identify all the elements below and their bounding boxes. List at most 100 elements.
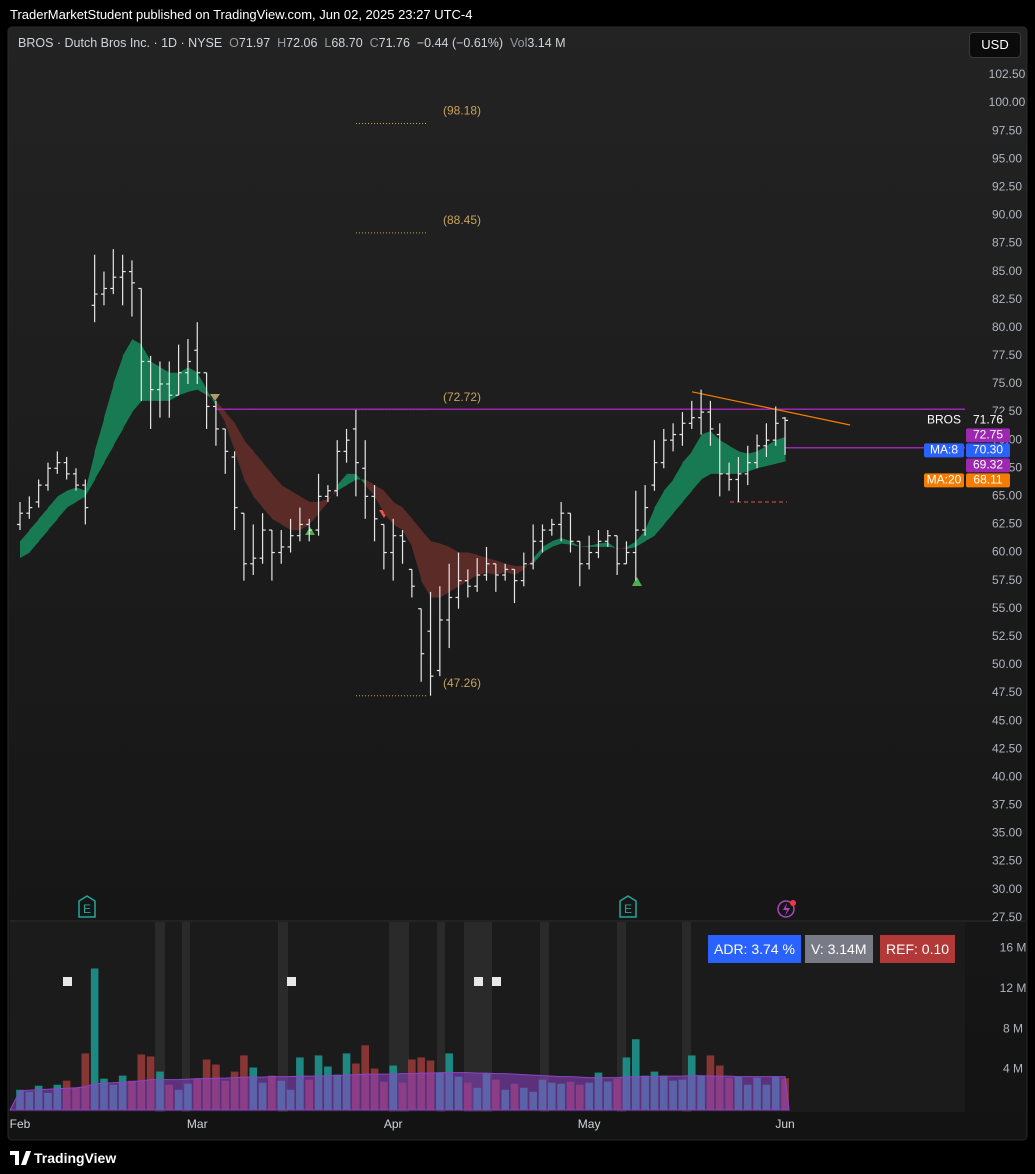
ma-ribbon bbox=[747, 451, 758, 472]
price-badge-name: MA:8 bbox=[930, 443, 958, 457]
price-badge-value: 71.76 bbox=[973, 413, 1003, 427]
price-badge bbox=[966, 413, 1010, 428]
ma-ribbon bbox=[327, 485, 338, 502]
ma-ribbon bbox=[738, 451, 749, 474]
signal-marker bbox=[305, 527, 315, 535]
ma-ribbon bbox=[458, 552, 469, 587]
y-tick-label: 87.50 bbox=[992, 236, 1022, 250]
ma-ribbon bbox=[187, 367, 198, 392]
price-badge-name-box bbox=[924, 473, 964, 488]
brand: TradingView bbox=[34, 1150, 117, 1166]
ma-ribbon bbox=[589, 543, 599, 547]
ma-ribbon bbox=[579, 545, 590, 547]
ma-ribbon bbox=[150, 361, 161, 401]
ma-ribbon bbox=[617, 546, 627, 550]
ma-ribbon bbox=[421, 530, 432, 598]
y-tick-label: 37.50 bbox=[992, 798, 1022, 812]
y-tick-label: 77.50 bbox=[992, 348, 1022, 362]
x-tick-label: Jun bbox=[775, 1117, 794, 1131]
signal-marker bbox=[210, 394, 220, 401]
price-badge bbox=[966, 443, 1010, 458]
ma-ribbon bbox=[719, 440, 730, 474]
y-tick-label: 47.50 bbox=[992, 685, 1022, 699]
price-badge-name-box bbox=[924, 443, 964, 458]
price-badge-value: 70.30 bbox=[973, 443, 1003, 457]
ma-ribbon bbox=[290, 490, 301, 531]
ma-ribbon bbox=[215, 400, 226, 424]
ma-ribbon bbox=[355, 473, 366, 486]
ma-ribbon bbox=[393, 501, 404, 531]
y-tick-label: 40.00 bbox=[992, 769, 1022, 783]
ma-ribbon bbox=[654, 490, 665, 536]
ma-ribbon bbox=[701, 431, 711, 480]
ma-ribbon bbox=[757, 445, 767, 469]
publisher-line: TraderMarketStudent published on Trading… bbox=[10, 7, 473, 22]
ma-ribbon bbox=[131, 339, 142, 413]
y-tick-label: 102.50 bbox=[989, 67, 1026, 81]
x-tick-label: Mar bbox=[187, 1117, 208, 1131]
ma-ribbon bbox=[38, 507, 49, 542]
y-tick-label: 35.00 bbox=[992, 826, 1022, 840]
stat-box: V: 3.14M bbox=[805, 935, 873, 963]
legend-value: 3.14 M bbox=[527, 36, 566, 50]
legend-value: 71.76 bbox=[378, 36, 410, 50]
ma-ribbon bbox=[365, 479, 376, 497]
y-tick-label: 32.50 bbox=[992, 854, 1022, 868]
volume-tick-label: 8 M bbox=[1003, 1021, 1023, 1035]
svg-text:E: E bbox=[83, 902, 91, 916]
legend-label: L bbox=[324, 36, 332, 50]
ma-ribbon bbox=[225, 412, 236, 452]
price-badge-name: MA:20 bbox=[927, 473, 962, 487]
ma-ribbon bbox=[766, 440, 777, 467]
level-label: (98.18) bbox=[443, 104, 481, 118]
y-tick-label: 95.00 bbox=[992, 151, 1022, 165]
ma-ribbon bbox=[243, 440, 254, 497]
volume-tick-label: 16 M bbox=[1000, 940, 1027, 954]
ma-ribbon bbox=[20, 530, 30, 559]
ma-ribbon bbox=[47, 496, 58, 531]
y-tick-label: 85.00 bbox=[992, 264, 1022, 278]
event-icon bbox=[777, 900, 796, 918]
ma-ribbon bbox=[57, 490, 68, 519]
y-tick-label: 27.50 bbox=[992, 910, 1022, 924]
y-tick-label: 57.50 bbox=[992, 573, 1022, 587]
price-badge-value: 69.32 bbox=[973, 458, 1003, 472]
ma-ribbon bbox=[673, 462, 683, 514]
ma-ribbon bbox=[551, 537, 562, 547]
volume-tick-label: 12 M bbox=[1000, 981, 1027, 995]
y-tick-label: 100.00 bbox=[989, 95, 1026, 109]
legend-label: O bbox=[229, 36, 239, 50]
price-badge-name-box bbox=[924, 413, 964, 428]
ma-ribbon bbox=[281, 485, 292, 531]
ma-ribbon bbox=[505, 563, 515, 576]
ma-ribbon bbox=[85, 451, 96, 497]
svg-text:E: E bbox=[624, 902, 632, 916]
x-tick-label: Feb bbox=[10, 1117, 31, 1131]
ma-ribbon bbox=[159, 367, 170, 401]
ma-ribbon bbox=[374, 485, 385, 514]
ma-ribbon bbox=[710, 431, 721, 474]
volume-bar bbox=[81, 1053, 90, 1110]
ma-ribbon bbox=[691, 434, 702, 491]
chart-panel bbox=[7, 26, 1028, 1141]
price-badge bbox=[966, 458, 1010, 473]
signal-marker bbox=[632, 577, 642, 586]
ma-ribbon bbox=[542, 541, 553, 553]
price-badge-name: BROS bbox=[927, 413, 961, 427]
ma-ribbon bbox=[103, 383, 114, 463]
ma-ribbon bbox=[113, 355, 124, 446]
legend-label: H bbox=[277, 36, 287, 50]
y-tick-label: 92.50 bbox=[992, 179, 1022, 193]
y-tick-label: 45.00 bbox=[992, 713, 1022, 727]
volume-ma-area bbox=[9, 1072, 790, 1111]
price-badge-value: 72.75 bbox=[973, 428, 1003, 442]
currency-button[interactable]: USD bbox=[969, 32, 1021, 58]
ma-ribbon bbox=[309, 501, 320, 525]
y-tick-label: 60.00 bbox=[992, 545, 1022, 559]
ma-ribbon bbox=[197, 372, 208, 396]
ma-ribbon bbox=[402, 507, 413, 547]
ma-ribbon bbox=[682, 451, 693, 502]
ma-ribbon bbox=[141, 344, 152, 401]
